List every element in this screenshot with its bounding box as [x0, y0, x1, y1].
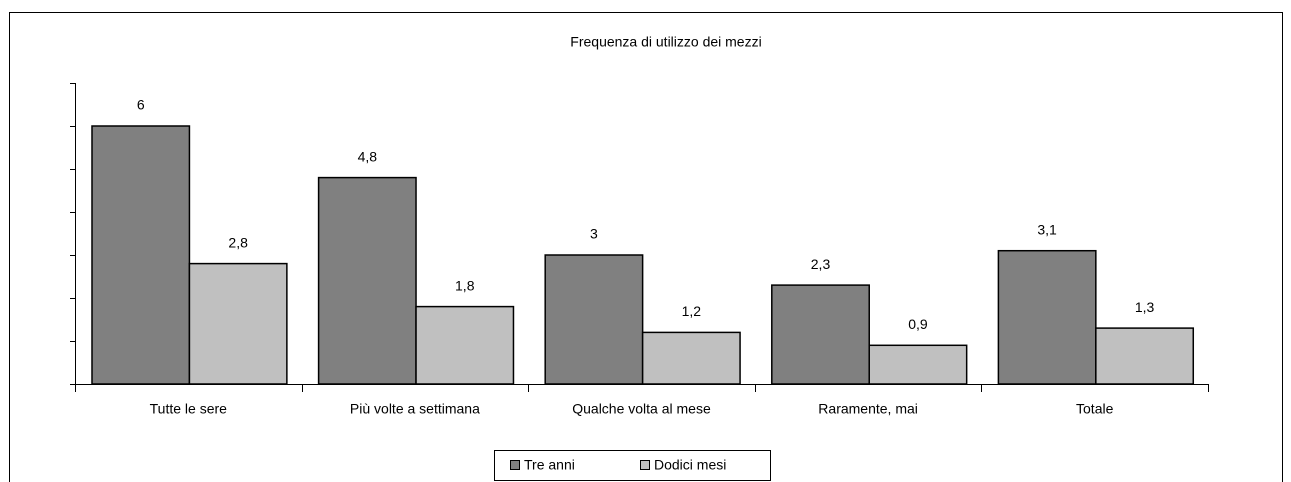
data-label: 2,3 — [811, 256, 831, 272]
data-label: 0,9 — [908, 316, 928, 332]
data-label: 1,8 — [455, 277, 475, 293]
legend-label: Tre anni — [524, 457, 575, 473]
x-tick-label: Raramente, mai — [818, 401, 918, 417]
legend-label: Dodici mesi — [654, 457, 726, 473]
data-label: 3 — [590, 226, 598, 242]
data-label: 3,1 — [1037, 221, 1057, 237]
bar — [641, 331, 741, 385]
legend-swatch — [640, 460, 650, 470]
data-label: 6 — [137, 97, 145, 113]
bar — [415, 305, 515, 385]
legend-swatch — [510, 460, 520, 470]
x-tick-label: Totale — [1076, 401, 1114, 417]
bar — [771, 284, 870, 385]
data-label: 1,3 — [1135, 299, 1155, 315]
x-tick-label: Più volte a settimana — [350, 401, 480, 417]
legend — [494, 450, 771, 481]
bar — [91, 125, 191, 385]
bar — [868, 344, 968, 385]
data-label: 4,8 — [358, 148, 378, 164]
chart-frame — [9, 12, 1283, 482]
x-tick-label: Tutte le sere — [150, 401, 228, 417]
bar — [317, 176, 417, 385]
bar — [997, 249, 1097, 385]
chart-title: Frequenza di utilizzo dei mezzi — [570, 34, 761, 50]
x-tick-label: Qualche volta al mese — [572, 401, 711, 417]
data-label: 1,2 — [682, 303, 702, 319]
bar — [188, 262, 288, 385]
data-label: 2,8 — [228, 234, 248, 250]
bar — [1095, 327, 1195, 385]
bar — [544, 254, 644, 385]
